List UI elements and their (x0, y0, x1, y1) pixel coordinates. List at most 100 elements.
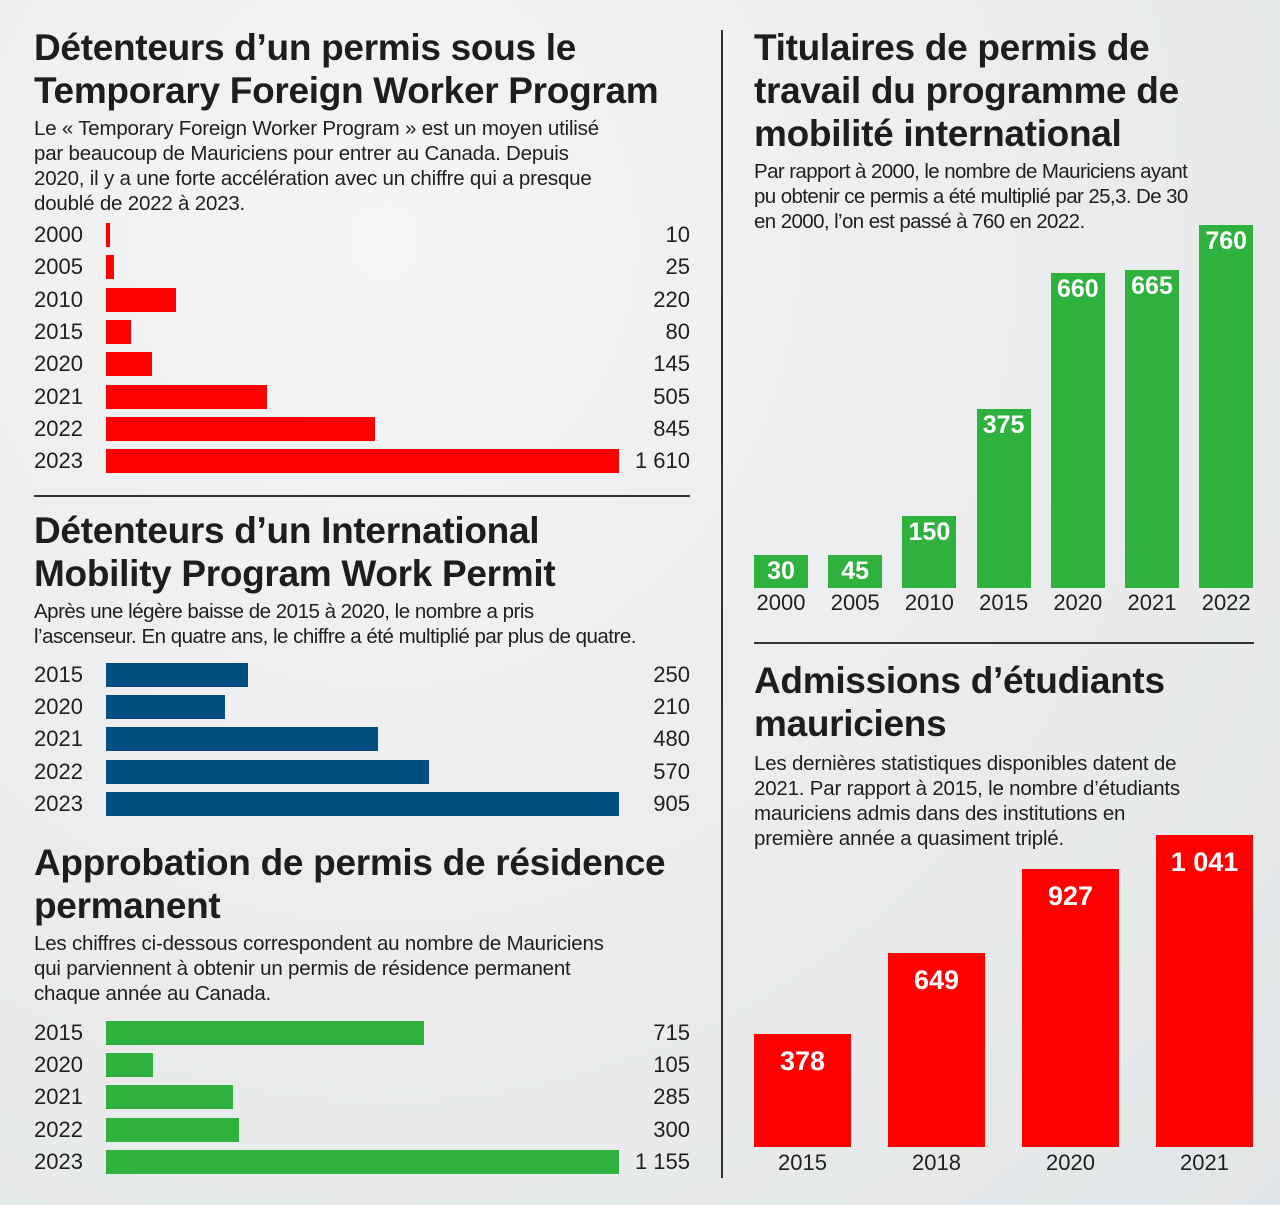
students-year-label: 2021 (1180, 1150, 1229, 1175)
mobility-desc-line3: en 2000, l’on est passé à 760 en 2022. (754, 210, 1085, 233)
imp-title-line2: Mobility Program Work Permit (34, 553, 556, 594)
mobility-year-label: 2022 (1201, 590, 1251, 615)
tfwp-year-label: 2000 (34, 222, 83, 247)
imp-row-2020: 2020 210 (34, 691, 690, 723)
students-desc-line3: mauriciens admis dans des institutions e… (754, 802, 1126, 825)
students-desc-line4: première année a quasiment triplé. (754, 827, 1064, 850)
pr-desc-line1: Les chiffres ci-dessous correspondent au… (34, 932, 604, 955)
students-bar-2018: 649 (888, 952, 985, 1147)
imp-bar-2020 (106, 695, 226, 720)
imp-row-2022: 2022 570 (34, 756, 690, 788)
tfwp-desc-line2: par beaucoup de Mauriciens pour entrer a… (34, 142, 569, 165)
imp-row-2023: 2023 905 (34, 788, 690, 820)
tfwp-description: Le « Temporary Foreign Worker Program » … (34, 116, 694, 216)
imp-row-2021: 2021 480 (34, 723, 690, 755)
mobility-bar-2022: 760 (1199, 225, 1254, 588)
pr-bar-2015 (106, 1021, 424, 1045)
pr-row-2021: 2021 285 (34, 1081, 690, 1113)
pr-value-label: 300 (653, 1116, 690, 1142)
pr-title: Approbation de permis de résidence perma… (34, 841, 704, 927)
students-value-label: 1 041 (1170, 847, 1239, 877)
tfwp-bar-2010 (106, 287, 177, 312)
pr-panel: Approbation de permis de résidence perma… (34, 841, 704, 1006)
pr-value-label: 285 (653, 1084, 690, 1110)
imp-bar-2021 (106, 727, 379, 752)
tfwp-value-label: 80 (665, 318, 690, 344)
students-bar-chart: 378 649 927 1 041 (754, 835, 1254, 1147)
pr-title-line2: permanent (34, 885, 221, 926)
mobility-bar-2021: 665 (1125, 270, 1179, 588)
tfwp-title: Détenteurs d’un permis sous le Temporary… (34, 26, 694, 112)
pr-bar-2022 (106, 1117, 240, 1142)
pr-bar-2023 (106, 1149, 619, 1174)
students-value-label: 649 (913, 964, 960, 995)
pr-year-label: 2022 (34, 1116, 83, 1142)
imp-year-label: 2020 (34, 694, 83, 720)
mobility-desc-line2: pu obtenir ce permis a été multiplié par… (754, 185, 1188, 208)
imp-row-2015: 2015 250 (34, 659, 690, 691)
mobility-year-label: 2005 (830, 590, 880, 615)
students-bar-2015: 378 (754, 1033, 851, 1147)
divider-right-1 (754, 642, 1254, 644)
tfwp-bar-2020 (106, 352, 153, 377)
imp-year-label: 2022 (34, 758, 83, 784)
mobility-bar-2010: 150 (902, 516, 957, 588)
imp-value-label: 905 (653, 790, 690, 816)
students-year-axis: 2015 2018 2020 2021 (754, 1150, 1254, 1180)
mobility-value-label: 150 (908, 518, 951, 547)
students-year-label: 2018 (912, 1150, 961, 1175)
mobility-title: Titulaires de permis de travail du progr… (754, 26, 1264, 155)
tfwp-value-label: 1 610 (634, 448, 690, 474)
tfwp-bar-2023 (106, 449, 619, 474)
pr-year-label: 2015 (34, 1020, 83, 1045)
tfwp-value-label: 145 (653, 351, 690, 377)
pr-year-label: 2023 (34, 1148, 83, 1174)
students-title: Admissions d’étudiants mauriciens (754, 659, 1264, 745)
students-desc-line1: Les dernières statistiques disponibles d… (754, 752, 1177, 775)
students-panel: Admissions d’étudiants mauriciens Les de… (754, 659, 1264, 851)
imp-title-line1: Détenteurs d’un International (34, 510, 540, 551)
tfwp-row-2020: 2020 145 (34, 348, 690, 380)
students-year-label: 2020 (1046, 1150, 1095, 1175)
imp-bar-2022 (106, 759, 430, 784)
tfwp-row-2021: 2021 505 (34, 381, 690, 413)
mobility-value-label: 45 (841, 557, 870, 585)
tfwp-desc-line4: doublé de 2022 à 2023. (34, 192, 246, 215)
students-value-label: 927 (1047, 881, 1094, 912)
mobility-year-label: 2010 (904, 590, 954, 615)
tfwp-bar-2015 (106, 319, 132, 344)
tfwp-bar-2000 (106, 223, 110, 247)
mobility-bar-2015: 375 (976, 408, 1031, 588)
imp-panel: Détenteurs d’un International Mobility P… (34, 509, 694, 649)
students-desc-line2: 2021. Par rapport à 2015, le nombre d’ét… (754, 777, 1180, 800)
tfwp-row-2023: 2023 1 610 (34, 445, 690, 477)
column-divider (721, 30, 723, 1178)
tfwp-bar-chart: 2000 10 2005 25 2010 220 2015 80 2020 145 2021 505 2… (34, 219, 690, 479)
tfwp-year-label: 2005 (34, 254, 83, 280)
pr-row-2015: 2015 715 (34, 1017, 690, 1049)
students-title-line1: Admissions d’étudiants (754, 660, 1165, 701)
mobility-year-label: 2021 (1127, 590, 1177, 615)
pr-bar-2020 (106, 1053, 153, 1078)
pr-row-2023: 2023 1 155 (34, 1146, 690, 1178)
students-bar-2021: 1 041 (1156, 835, 1253, 1147)
imp-title: Détenteurs d’un International Mobility P… (34, 509, 694, 595)
divider-left-1 (34, 495, 690, 497)
students-title-line2: mauriciens (754, 703, 947, 744)
pr-value-label: 1 155 (634, 1148, 690, 1174)
tfwp-desc-line1: Le « Temporary Foreign Worker Program » … (34, 117, 599, 140)
mobility-panel: Titulaires de permis de travail du progr… (754, 26, 1264, 234)
tfwp-row-2010: 2010 220 (34, 284, 690, 316)
pr-description: Les chiffres ci-dessous correspondent au… (34, 931, 704, 1006)
tfwp-year-label: 2020 (34, 351, 83, 377)
tfwp-value-label: 845 (653, 415, 690, 441)
tfwp-row-2015: 2015 80 (34, 316, 690, 348)
tfwp-row-2022: 2022 845 (34, 413, 690, 445)
tfwp-value-label: 10 (665, 222, 690, 247)
pr-desc-line2: qui parviennent à obtenir un permis de r… (34, 957, 571, 980)
pr-value-label: 715 (653, 1020, 690, 1045)
imp-bar-chart: 2015 250 2020 210 2021 480 2022 570 2023 905 (34, 659, 690, 821)
tfwp-bar-2005 (106, 255, 114, 280)
mobility-bar-chart: 30 45 150 375 660 665 760 (754, 225, 1254, 588)
mobility-year-axis: 2000 2005 2010 2015 2020 2021 2022 (754, 590, 1254, 620)
